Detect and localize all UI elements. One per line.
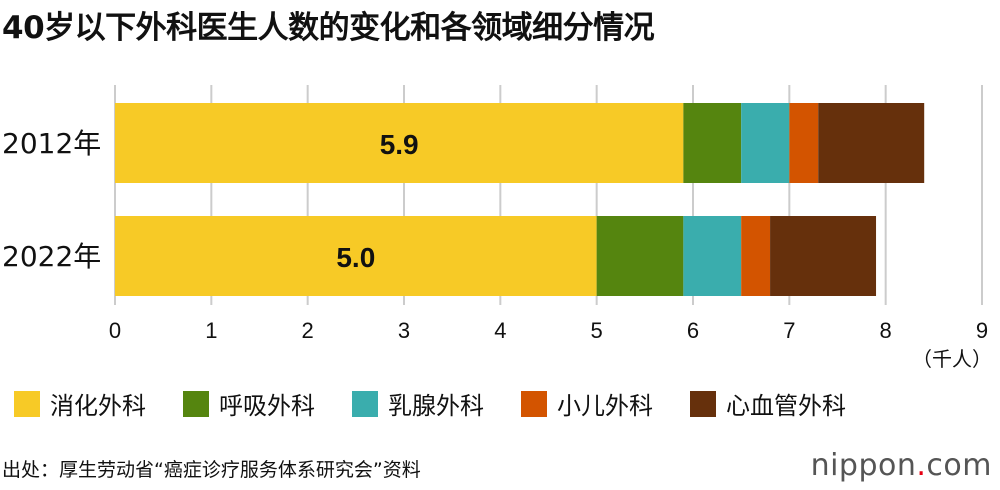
legend-item: 乳腺外科 xyxy=(352,386,484,421)
legend-swatch xyxy=(352,390,378,417)
legend-swatch xyxy=(690,390,716,417)
bar-segment-4 xyxy=(789,103,819,183)
legend-label: 乳腺外科 xyxy=(388,392,484,420)
category-label: 2022年 xyxy=(2,240,101,273)
legend-swatch xyxy=(14,390,40,417)
bar-segment-4 xyxy=(741,216,771,296)
legend-label: 消化外科 xyxy=(50,392,146,420)
category-label: 2012年 xyxy=(2,127,101,160)
legend-swatch xyxy=(183,390,209,417)
source-note: 出处：厚生劳动省“癌症诊疗服务体系研究会”资料 xyxy=(2,459,421,481)
legend-item: 呼吸外科 xyxy=(183,386,315,421)
x-tick-label: 0 xyxy=(109,318,121,343)
bar-segment-2 xyxy=(683,103,742,183)
x-tick-label: 3 xyxy=(398,318,410,343)
legend-item: 心血管外科 xyxy=(690,386,846,421)
bar-segment-5 xyxy=(818,103,925,183)
logo-name: nippon xyxy=(810,448,917,483)
x-tick-label: 9 xyxy=(976,318,988,343)
data-label: 5.0 xyxy=(336,242,375,273)
x-tick-label: 8 xyxy=(880,318,892,343)
legend-label: 心血管外科 xyxy=(726,392,846,420)
legend: 消化外科 呼吸外科 乳腺外科 小儿外科 心血管外科 xyxy=(14,386,883,421)
bar-segment-2 xyxy=(596,216,684,296)
bar-segment-5 xyxy=(770,216,877,296)
logo-tld: com xyxy=(926,448,992,483)
x-tick-label: 5 xyxy=(591,318,603,343)
bar-segment-3 xyxy=(683,216,742,296)
x-tick-label: 4 xyxy=(494,318,506,343)
bar-segment-1 xyxy=(115,103,684,183)
data-label: 5.9 xyxy=(380,129,419,160)
x-tick-label: 7 xyxy=(783,318,795,343)
bar-segment-3 xyxy=(741,103,790,183)
legend-swatch xyxy=(521,390,547,417)
nippon-logo: nippon.com xyxy=(811,448,992,483)
bar-chart: 0 1 2 3 4 5 6 7 8 9 （千人） 2012年 5.9 2022年 5.0 xyxy=(2,85,992,371)
bar-segment-1 xyxy=(115,216,597,296)
legend-item: 小儿外科 xyxy=(521,386,653,421)
x-tick-label: 1 xyxy=(205,318,217,343)
legend-label: 小儿外科 xyxy=(557,392,653,420)
chart-title: 40岁以下外科医生人数的变化和各领域细分情况 xyxy=(2,10,655,46)
x-unit-label: （千人） xyxy=(912,347,992,371)
legend-item: 消化外科 xyxy=(14,386,146,421)
x-tick-label: 6 xyxy=(687,318,699,343)
legend-label: 呼吸外科 xyxy=(219,392,315,420)
logo-dot: . xyxy=(916,448,927,483)
x-tick-label: 2 xyxy=(302,318,314,343)
